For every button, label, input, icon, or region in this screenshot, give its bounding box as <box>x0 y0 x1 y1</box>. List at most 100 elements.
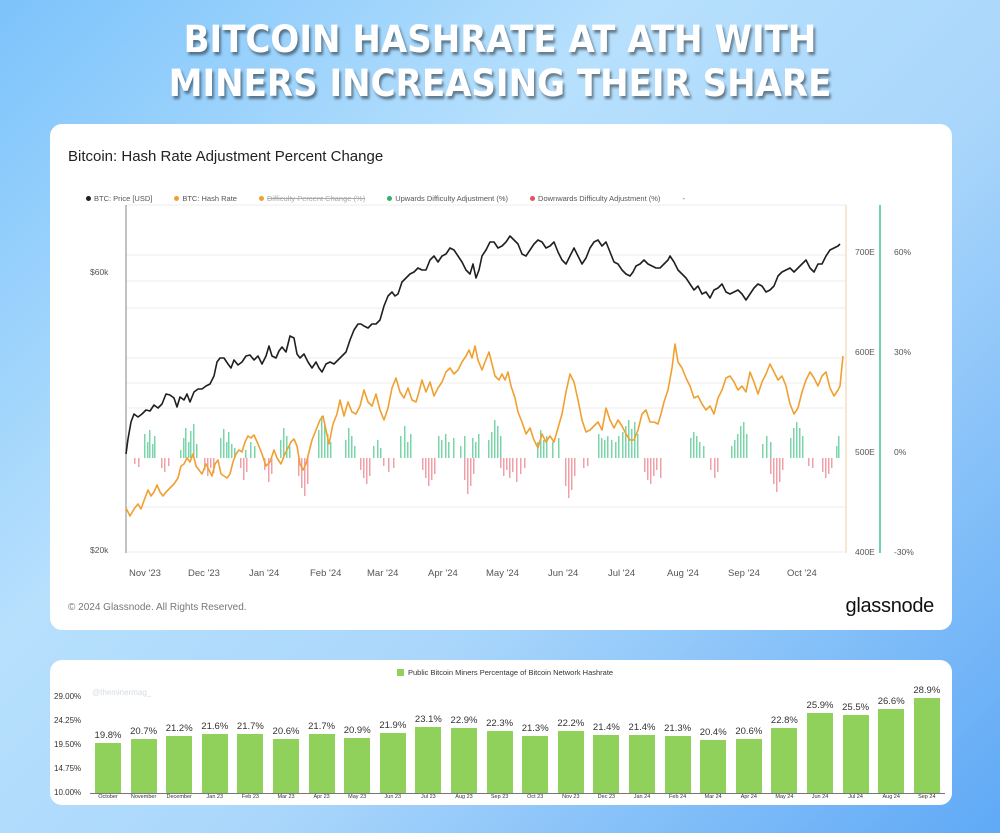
bar <box>664 735 691 793</box>
legend-label: Downwards Difficulty Adjustment (%) <box>538 194 661 203</box>
legend-item-downwards[interactable]: Downwards Difficulty Adjustment (%) <box>530 194 660 203</box>
bar-value-label: 26.6% <box>877 696 905 708</box>
legend-label: Public Bitcoin Miners Percentage of Bitc… <box>408 668 614 677</box>
legend-dot-icon <box>174 196 180 201</box>
bar <box>629 735 655 793</box>
bar-value-label: 22.9% <box>450 714 478 726</box>
pct-axis-label: -30% <box>894 547 914 557</box>
bar-chart-legend[interactable]: Public Bitcoin Miners Percentage of Bitc… <box>397 668 613 677</box>
x-axis-line <box>90 793 945 794</box>
hash-axis-label: 500E <box>855 447 875 457</box>
y-axis-label: 10.00% <box>54 788 82 797</box>
pct-axis-label: 0% <box>894 447 907 457</box>
bar-category-label: Nov 23 <box>562 794 580 800</box>
bar <box>415 726 442 793</box>
bar <box>130 738 157 793</box>
bar-value-label: 20.4% <box>699 727 727 739</box>
bar-value-label: 21.7% <box>236 720 264 732</box>
upwards-bars <box>144 416 840 458</box>
bar-category-label: Aug 24 <box>882 794 900 800</box>
bar-value-label: 21.9% <box>379 719 407 731</box>
headline-line-2: MINERS INCREASING THEIR SHARE <box>168 62 832 105</box>
bar <box>486 730 513 793</box>
x-axis-label: Jul '24 <box>608 568 636 579</box>
headline: BITCOIN HASHRATE AT ATH WITH MINERS INCR… <box>40 18 960 106</box>
bar-category-label: November <box>130 794 157 800</box>
y-axis-label: 19.50% <box>54 740 82 749</box>
legend-dot-icon <box>387 196 393 201</box>
x-axis-label: Mar '24 <box>367 568 399 579</box>
bar-category-label: October <box>98 794 118 800</box>
x-axis-label: Sep '24 <box>728 568 760 579</box>
legend-dot-icon <box>86 196 91 201</box>
bar <box>95 743 121 793</box>
bar <box>700 740 727 793</box>
legend-label: - <box>682 194 685 203</box>
watermark: @theminermag_ <box>92 688 152 697</box>
bar-value-label: 21.3% <box>664 722 692 734</box>
chart-title: Bitcoin: Hash Rate Adjustment Percent Ch… <box>68 148 384 165</box>
pct-axis-label: 60% <box>894 247 912 257</box>
bar-value-label: 20.6% <box>272 726 300 738</box>
bar-category-label: Jan 23 <box>206 794 224 800</box>
bar-value-label: 21.4% <box>628 722 656 734</box>
bar-category-label: Jul 24 <box>848 794 863 800</box>
bar-category-label: Jun 24 <box>811 794 829 800</box>
bar <box>913 697 940 793</box>
bar <box>735 739 762 793</box>
bar <box>379 732 406 793</box>
bar <box>522 735 549 793</box>
bar-value-label: 21.3% <box>521 722 549 734</box>
x-axis-label: Nov '23 <box>129 568 161 579</box>
x-axis-label: Jan '24 <box>249 568 280 579</box>
bar <box>344 737 371 793</box>
hash-axis-label: 700E <box>855 247 875 257</box>
hash-axis-label: 600E <box>855 347 875 357</box>
legend-label: BTC: Price [USD] <box>94 194 153 203</box>
left-axis-label: $60k <box>90 267 109 277</box>
bar-value-label: 21.7% <box>308 720 336 732</box>
bar <box>237 733 264 793</box>
y-axis-label: 24.25% <box>54 716 82 725</box>
bar-value-label: 21.6% <box>201 721 229 733</box>
x-axis-label: Jun '24 <box>548 568 579 579</box>
btc-price-line <box>125 235 841 455</box>
bar-category-label: December <box>166 794 192 800</box>
bar <box>201 734 228 793</box>
bar-value-label: 20.6% <box>735 726 763 738</box>
bar <box>166 736 193 793</box>
bar <box>557 731 584 793</box>
legend-item-hash-rate[interactable]: BTC: Hash Rate <box>174 194 237 203</box>
glassnode-logo: glassnode <box>845 595 935 617</box>
y-axis-label: 29.00% <box>54 692 82 701</box>
x-axis-label: Dec '23 <box>188 568 220 579</box>
bar-category-label: Jan 24 <box>633 794 651 800</box>
bar-value-label: 22.3% <box>486 717 514 729</box>
legend-square-icon <box>397 669 404 676</box>
x-axis-label: Aug '24 <box>667 568 699 579</box>
bar-value-label: 21.4% <box>592 722 620 734</box>
bar-value-label: 19.8% <box>94 730 122 742</box>
glassnode-chart-card: Bitcoin: Hash Rate Adjustment Percent Ch… <box>50 124 952 630</box>
legend-label: Difficulty Percent Change (%) <box>266 194 366 203</box>
legend-label: Upwards Difficulty Adjustment (%) <box>395 194 509 203</box>
bar <box>878 709 905 793</box>
bar-category-label: Jun 23 <box>384 794 402 800</box>
legend-dot-icon <box>530 196 536 201</box>
legend-item-price[interactable]: BTC: Price [USD] <box>86 194 152 203</box>
bar-value-label: 22.8% <box>770 715 798 727</box>
bar-value-label: 21.2% <box>165 723 193 735</box>
bar-value-label: 23.1% <box>414 713 442 725</box>
hash-rate-line <box>125 343 844 517</box>
bar-value-label: 25.5% <box>842 701 870 713</box>
bar-category-label: Oct 23 <box>527 794 544 800</box>
legend-item-extra[interactable]: - <box>682 194 685 203</box>
legend-item-upwards[interactable]: Upwards Difficulty Adjustment (%) <box>387 194 508 203</box>
legend-item-difficulty-change[interactable]: Difficulty Percent Change (%) <box>258 194 366 203</box>
bar-value-label: 25.9% <box>806 699 834 711</box>
bar-category-label: Mar 23 <box>277 794 295 800</box>
copyright-text: © 2024 Glassnode. All Rights Reserved. <box>68 602 247 613</box>
y-axis-label: 14.75% <box>54 764 82 773</box>
bar-value-label: 20.7% <box>130 725 158 737</box>
bar-value-label: 20.9% <box>343 724 371 736</box>
